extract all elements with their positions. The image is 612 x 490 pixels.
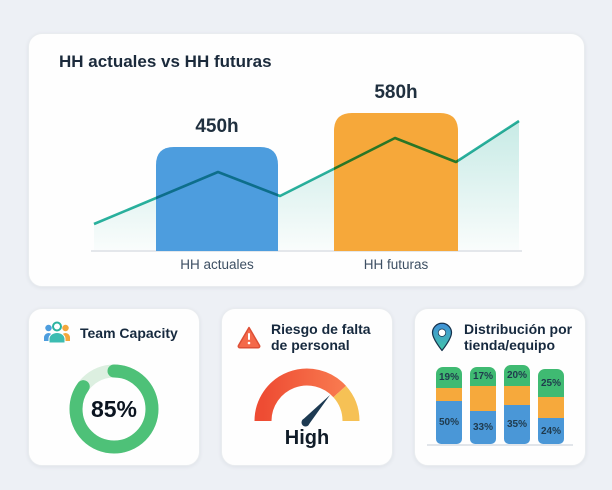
segment-blue: 33% [470, 411, 496, 444]
segment-green: 25% [538, 369, 564, 397]
segment-blue: 50% [436, 401, 462, 444]
bar-value-actuales: 450h [195, 116, 239, 137]
gauge-needle [302, 395, 330, 426]
segment-blue: 24% [538, 418, 564, 444]
risk-level: High [284, 427, 330, 449]
card-title: Distribución por tienda/equipo [464, 321, 573, 354]
bar-hh-actuales [156, 147, 278, 251]
bar-hh-futuras [334, 113, 458, 251]
card-title: Team Capacity [80, 324, 178, 341]
stacked-bar-4: 25% 24% [538, 369, 564, 444]
bars-baseline [427, 444, 573, 446]
distribution-stacked-bars: 19% 50% 17% 33% 20% 35% 25% 24% [415, 365, 585, 444]
card-title: HH actuales vs HH futuras [59, 52, 272, 71]
segment-blue: 35% [504, 405, 530, 444]
stacked-bar-2: 17% 33% [470, 367, 496, 444]
segment-green: 20% [504, 365, 530, 386]
team-icon [44, 321, 70, 344]
distribution-card: Distribución por tienda/equipo 19% 50% 1… [414, 308, 586, 466]
trend-line [93, 119, 520, 226]
segment-green: 17% [470, 367, 496, 386]
card-title: Riesgo de falta de personal [271, 321, 371, 354]
capacity-donut: 85% [66, 361, 162, 457]
segment-orange [470, 386, 496, 411]
risk-gauge [222, 353, 392, 429]
risk-card: Riesgo de falta de personal High [221, 308, 393, 466]
stacked-bar-1: 19% 50% [436, 367, 462, 444]
team-capacity-card: Team Capacity 85% [28, 308, 200, 466]
hh-comparison-card: HH actuales vs HH futuras 450h 580h HH a… [28, 33, 585, 287]
bar-value-futuras: 580h [374, 82, 418, 103]
segment-orange [538, 397, 564, 418]
segment-green: 19% [436, 367, 462, 388]
warning-icon [237, 326, 261, 349]
stacked-bar-3: 20% 35% [504, 365, 530, 444]
axis-label-actuales: HH actuales [180, 257, 254, 272]
combo-chart [91, 113, 522, 252]
segment-orange [504, 386, 530, 405]
capacity-value: 85% [90, 395, 138, 422]
axis-label-futuras: HH futuras [363, 257, 429, 272]
map-pin-icon [431, 322, 453, 352]
segment-orange [436, 388, 462, 401]
